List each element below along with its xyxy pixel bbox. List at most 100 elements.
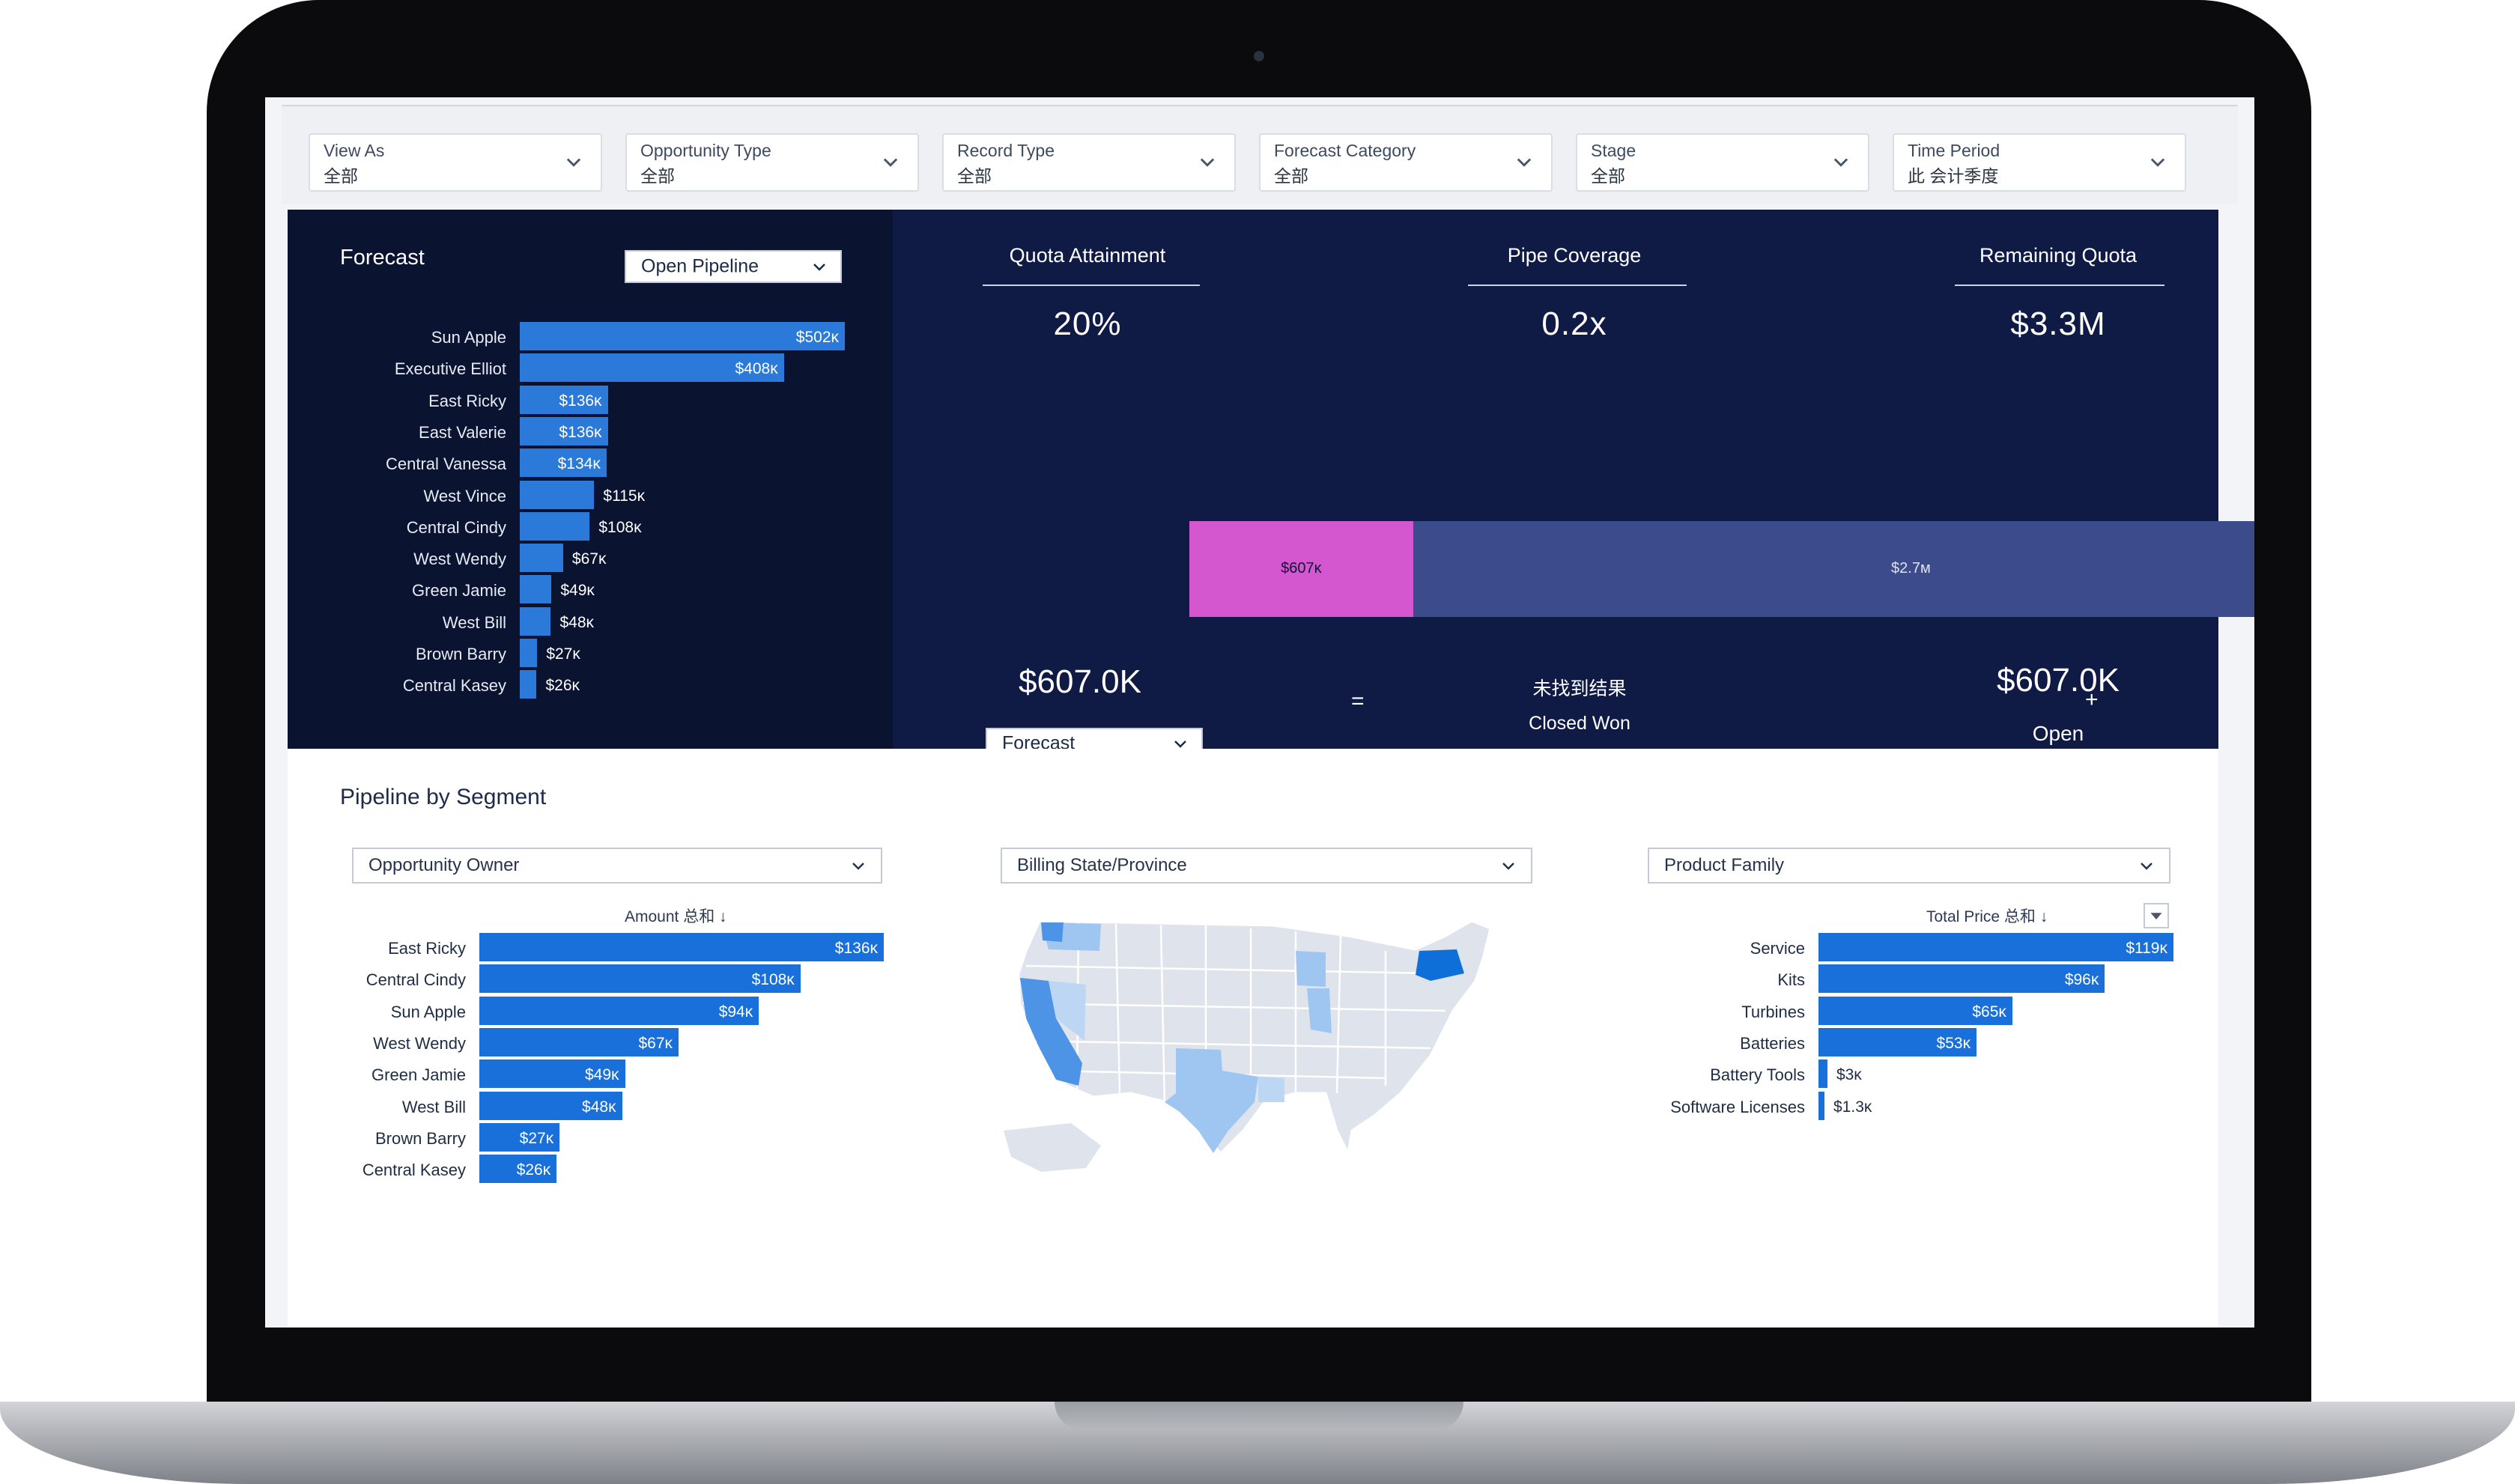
value-label: $408ĸ: [735, 360, 778, 378]
kpi-panel: Quota Attainment 20% Pipe Coverage 0.2x …: [893, 210, 2254, 759]
axis-title[interactable]: Total Price 总和 ↓: [1926, 908, 2048, 925]
kpi-label: Remaining Quota: [1979, 244, 2138, 267]
map-state-wisconsin: [1296, 951, 1326, 987]
chevron-down-icon: [852, 863, 864, 870]
value-label: $48ĸ: [559, 613, 595, 631]
divider: [1468, 285, 1687, 286]
open-bar[interactable]: $2.7ᴍ: [1413, 521, 2254, 617]
filter-value: 全部: [324, 166, 358, 186]
bar[interactable]: [520, 639, 538, 667]
bar[interactable]: [520, 353, 784, 383]
category-label: Central Cindy: [365, 970, 466, 990]
bar[interactable]: [479, 1091, 622, 1120]
filter-label: Time Period: [1908, 141, 2000, 160]
bar[interactable]: [520, 322, 845, 350]
map-state-louisiana: [1258, 1077, 1284, 1102]
value-label: $136ĸ: [559, 423, 602, 441]
bar[interactable]: [1818, 1027, 1977, 1056]
bar[interactable]: [479, 1059, 625, 1089]
bar[interactable]: [520, 511, 590, 541]
category-label: West Wendy: [373, 1033, 466, 1053]
value-label: $26ĸ: [545, 677, 580, 695]
bar[interactable]: [520, 670, 537, 699]
bar[interactable]: [520, 544, 563, 573]
value-label: $115ĸ: [603, 487, 646, 505]
bar[interactable]: [520, 480, 595, 509]
category-label: West Wendy: [413, 550, 506, 569]
category-label: Batteries: [1740, 1033, 1805, 1053]
bar[interactable]: [479, 1027, 679, 1056]
chevron-down-icon: [2141, 863, 2153, 870]
filter-value: 全部: [1591, 166, 1625, 186]
open-total-value: $607.0K: [1997, 662, 2120, 699]
value-label: $27ĸ: [519, 1129, 554, 1147]
map-state-california: [1020, 978, 1082, 1086]
bar[interactable]: [1818, 996, 2012, 1025]
filter-opportunity-type[interactable]: Opportunity Type 全部: [625, 133, 919, 192]
chevron-down-icon: [1517, 158, 1532, 167]
map-state-illinois: [1307, 988, 1332, 1033]
divider: [1955, 285, 2164, 286]
filter-label: Stage: [1591, 141, 1636, 160]
value-label: $49ĸ: [560, 582, 595, 600]
bar[interactable]: [1818, 933, 2173, 961]
category-label: Central Cindy: [406, 517, 506, 537]
category-label: Central Vanessa: [385, 454, 506, 474]
category-label: Sun Apple: [390, 1002, 466, 1021]
bar[interactable]: [479, 1122, 560, 1152]
billing-state-dropdown[interactable]: Billing State/Province: [1001, 848, 1532, 884]
value-label: $67ĸ: [638, 1034, 673, 1052]
value-label: $1.3ĸ: [1833, 1098, 1872, 1116]
map-state-nevada: [1049, 981, 1086, 1041]
product-family-dropdown[interactable]: Product Family: [1648, 848, 2170, 884]
category-label: Service: [1750, 939, 1805, 958]
category-label: Green Jamie: [412, 581, 506, 600]
us-map[interactable]: [996, 906, 1535, 1183]
value-label: $49ĸ: [585, 1066, 619, 1084]
filter-record-type[interactable]: Record Type 全部: [942, 133, 1236, 192]
axis-title[interactable]: Amount 总和 ↓: [625, 908, 727, 925]
filter-label: Forecast Category: [1274, 141, 1416, 160]
value-label: $26ĸ: [516, 1161, 551, 1179]
category-label: West Bill: [442, 612, 506, 632]
bar[interactable]: [479, 996, 759, 1025]
closed-won-bar[interactable]: $607ĸ: [1189, 521, 1413, 617]
bar[interactable]: [520, 416, 608, 445]
filter-bar: View As 全部 Opportunity Type 全部 Record Ty…: [282, 105, 2238, 204]
value-label: $94ĸ: [718, 1003, 753, 1021]
category-label: East Ricky: [388, 939, 466, 958]
filter-stage[interactable]: Stage 全部: [1576, 133, 1869, 192]
camera-icon: [1254, 51, 1264, 61]
section-title: Pipeline by Segment: [340, 785, 547, 809]
open-label: Open: [2032, 722, 2084, 745]
category-label: Central Kasey: [402, 676, 506, 696]
filter-view-as[interactable]: View As 全部: [309, 133, 602, 192]
map-alaska: [1004, 1123, 1101, 1172]
bar[interactable]: [520, 385, 608, 414]
filter-forecast-category[interactable]: Forecast Category 全部: [1259, 133, 1553, 192]
filter-label: Record Type: [957, 141, 1055, 160]
filter-value: 此 会计季度: [1908, 166, 1999, 186]
filter-time-period[interactable]: Time Period 此 会计季度: [1893, 133, 2186, 192]
bar[interactable]: [520, 575, 552, 604]
dropdown-value: Product Family: [1664, 855, 1785, 875]
value-label: $65ĸ: [1972, 1003, 2006, 1021]
value-label: $27ĸ: [546, 645, 580, 663]
bar[interactable]: [1818, 964, 2105, 994]
bar[interactable]: [520, 448, 607, 478]
closed-won-value: 未找到结果: [1532, 678, 1627, 699]
bar[interactable]: [1818, 1091, 1824, 1120]
bar[interactable]: [479, 1155, 557, 1184]
value-label: $502ĸ: [795, 329, 839, 346]
bar[interactable]: [479, 933, 884, 961]
bar[interactable]: [520, 606, 551, 636]
sort-dropdown-button[interactable]: [2144, 903, 2169, 928]
filter-label: View As: [324, 141, 385, 160]
value-label: $53ĸ: [1936, 1034, 1971, 1052]
opportunity-owner-dropdown[interactable]: Opportunity Owner: [352, 848, 882, 884]
category-label: Brown Barry: [415, 645, 506, 663]
bar[interactable]: [479, 964, 801, 994]
bar[interactable]: [1818, 1059, 1827, 1089]
forecast-type-dropdown[interactable]: Open Pipeline: [625, 250, 842, 283]
category-label: West Vince: [423, 486, 506, 505]
